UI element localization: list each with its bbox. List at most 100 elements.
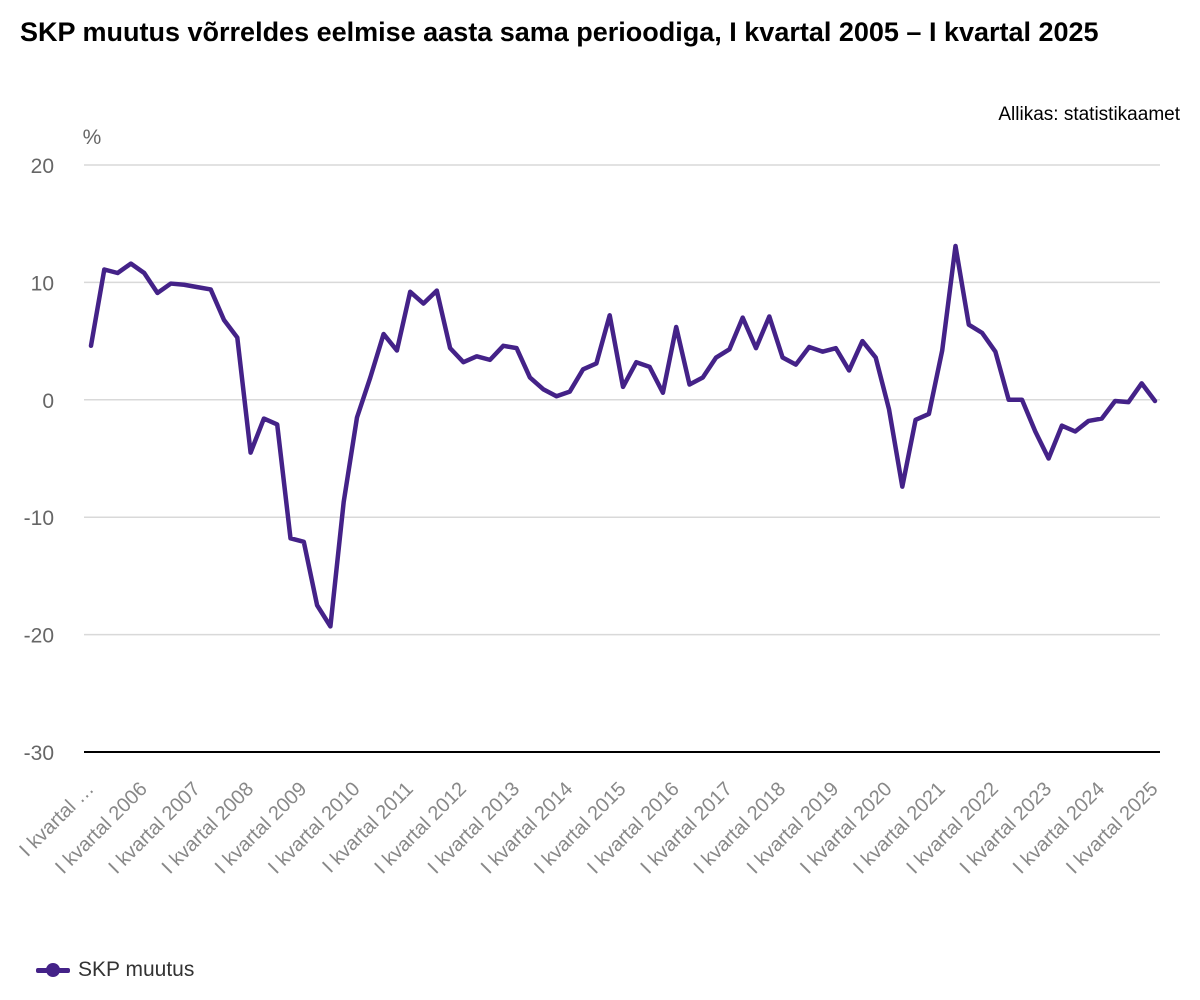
data-point[interactable] [487, 357, 493, 363]
data-point[interactable] [1125, 399, 1131, 405]
data-point[interactable] [1032, 428, 1038, 434]
data-point[interactable] [341, 499, 347, 505]
data-point[interactable] [447, 345, 453, 351]
data-point[interactable] [194, 284, 200, 290]
data-point[interactable] [753, 345, 759, 351]
data-point[interactable] [660, 390, 666, 396]
data-point[interactable] [540, 386, 546, 392]
data-point[interactable] [766, 313, 772, 319]
data-point[interactable] [274, 421, 280, 427]
x-tick-label: I kvartal 2018 [690, 778, 790, 878]
data-point[interactable] [394, 347, 400, 353]
x-tick-label: I kvartal 2015 [530, 778, 630, 878]
data-point[interactable] [939, 347, 945, 353]
data-point[interactable] [141, 270, 147, 276]
data-point[interactable] [301, 539, 307, 545]
y-axis-label: % [83, 126, 102, 149]
data-point[interactable] [793, 362, 799, 368]
data-point[interactable] [208, 286, 214, 292]
data-point[interactable] [1059, 423, 1065, 429]
data-point[interactable] [1139, 380, 1145, 386]
data-point[interactable] [354, 414, 360, 420]
data-point[interactable] [367, 374, 373, 380]
data-point[interactable] [713, 355, 719, 361]
x-tick-label: I kvartal 2021 [849, 778, 949, 878]
data-point[interactable] [620, 384, 626, 390]
data-point[interactable] [979, 330, 985, 336]
data-point[interactable] [700, 374, 706, 380]
data-point[interactable] [966, 322, 972, 328]
data-point[interactable] [248, 450, 254, 456]
data-point[interactable] [992, 349, 998, 355]
x-tick-label: I kvartal 2016 [583, 778, 683, 878]
data-point[interactable] [1006, 397, 1012, 403]
data-point[interactable] [859, 338, 865, 344]
data-point[interactable] [88, 343, 94, 349]
data-point[interactable] [607, 312, 613, 318]
data-point[interactable] [381, 331, 387, 337]
legend[interactable]: SKP muutus [36, 958, 194, 982]
x-tick-label: I kvartal 2020 [796, 778, 896, 878]
data-point[interactable] [726, 346, 732, 352]
x-tick-label: I kvartal 2017 [636, 778, 736, 878]
data-point[interactable] [221, 317, 227, 323]
data-point[interactable] [567, 389, 573, 395]
chart-title: SKP muutus võrreldes eelmise aasta sama … [20, 17, 1099, 47]
data-point[interactable] [846, 367, 852, 373]
y-tick-label: -20 [24, 625, 54, 648]
data-point[interactable] [886, 406, 892, 412]
data-point[interactable] [115, 270, 121, 276]
data-point[interactable] [673, 324, 679, 330]
data-point[interactable] [833, 345, 839, 351]
data-point[interactable] [873, 355, 879, 361]
data-point[interactable] [527, 374, 533, 380]
data-point[interactable] [101, 266, 107, 272]
data-point[interactable] [500, 343, 506, 349]
data-point[interactable] [421, 301, 427, 307]
data-point[interactable] [407, 289, 413, 295]
data-point[interactable] [1086, 418, 1092, 424]
data-point[interactable] [181, 282, 187, 288]
data-point[interactable] [288, 535, 294, 541]
data-point[interactable] [514, 345, 520, 351]
data-point[interactable] [913, 417, 919, 423]
data-point[interactable] [434, 288, 440, 294]
source-note: Allikas: statistikaamet [998, 104, 1180, 125]
data-point[interactable] [474, 353, 480, 359]
data-point[interactable] [128, 261, 134, 267]
data-point[interactable] [580, 366, 586, 372]
data-point[interactable] [593, 360, 599, 366]
x-tick-label: I kvartal 2008 [158, 778, 258, 878]
data-point[interactable] [261, 416, 267, 422]
data-point[interactable] [953, 243, 959, 249]
data-point[interactable] [1046, 456, 1052, 462]
y-tick-label: 20 [31, 155, 54, 178]
data-point[interactable] [1112, 398, 1118, 404]
data-point[interactable] [899, 484, 905, 490]
data-point[interactable] [820, 349, 826, 355]
data-point[interactable] [926, 411, 932, 417]
legend-swatch [36, 960, 70, 980]
data-point[interactable] [155, 290, 161, 296]
x-tick-label: I kvartal 2014 [477, 778, 577, 878]
x-tick-label: I kvartal 2024 [1009, 778, 1109, 878]
data-point[interactable] [234, 335, 240, 341]
x-tick-label: I kvartal 2009 [211, 778, 311, 878]
data-point[interactable] [687, 382, 693, 388]
data-point[interactable] [1072, 428, 1078, 434]
data-point[interactable] [806, 344, 812, 350]
data-point[interactable] [1099, 416, 1105, 422]
data-point[interactable] [740, 315, 746, 321]
x-tick-label: I kvartal 2022 [902, 778, 1002, 878]
data-point[interactable] [327, 623, 333, 629]
data-point[interactable] [647, 364, 653, 370]
data-point[interactable] [460, 359, 466, 365]
data-point[interactable] [168, 281, 174, 287]
data-point[interactable] [1019, 397, 1025, 403]
data-point[interactable] [1152, 398, 1158, 404]
data-point[interactable] [554, 393, 560, 399]
data-point[interactable] [633, 359, 639, 365]
legend-label: SKP muutus [78, 958, 195, 981]
data-point[interactable] [780, 355, 786, 361]
data-point[interactable] [314, 602, 320, 608]
